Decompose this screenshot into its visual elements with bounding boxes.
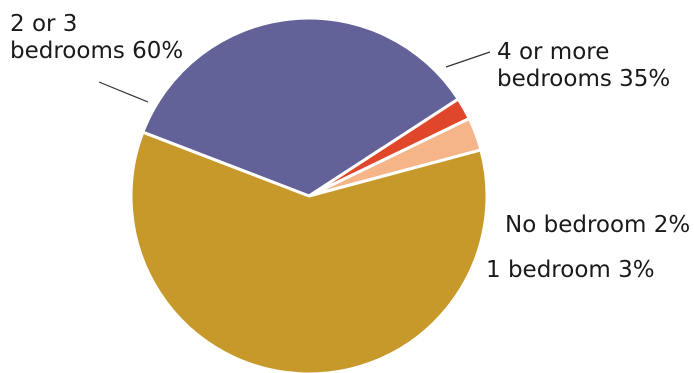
leader-line-two-or-three-bedrooms (98, 81, 149, 103)
pie-slices (129, 16, 489, 373)
slice-label-one-bedroom: 1 bedroom 3% (486, 257, 655, 283)
slice-label-two-or-three-bedrooms: 2 or 3 bedrooms 60% (10, 11, 183, 64)
slice-labels: 4 or more bedrooms 35% No bedroom 2% 1 bedr… (10, 11, 690, 283)
leader-line-four-or-more-bedrooms (445, 51, 491, 68)
slice-label-no-bedroom: No bedroom 2% (505, 212, 690, 238)
pie-slice-four-or-more-bedrooms (141, 16, 460, 198)
slice-label-four-or-more-bedrooms: 4 or more bedrooms 35% (497, 39, 670, 92)
pie-slice-two-or-three-bedrooms (129, 130, 489, 373)
leader-lines (98, 51, 491, 103)
